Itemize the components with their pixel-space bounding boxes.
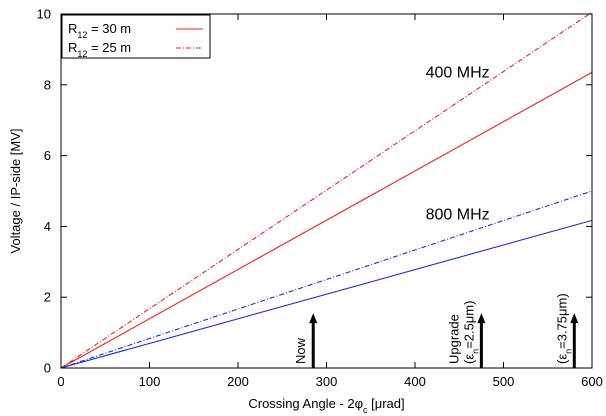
x-axis-label: Crossing Angle - 2φc [μrad] <box>248 396 404 415</box>
x-tick-label: 400 <box>404 374 426 389</box>
x-tick-label: 200 <box>227 374 249 389</box>
series-line-800-mhz-dashdot <box>60 190 593 369</box>
x-tick-label: 0 <box>57 374 64 389</box>
series-group <box>60 11 593 369</box>
y-tick-label: 6 <box>44 148 51 163</box>
legend-box <box>61 14 211 59</box>
x-tick-label: 100 <box>139 374 161 389</box>
x-tick-label: 300 <box>316 374 338 389</box>
marker-arrow-head <box>309 313 318 324</box>
x-tick-label: 600 <box>581 374 603 389</box>
y-tick-label: 10 <box>37 7 51 22</box>
legend-label: R12 = 30 m <box>68 21 131 40</box>
y-tick-label: 0 <box>44 361 51 376</box>
plot-frame <box>60 13 593 369</box>
marker-label: Upgrade <box>446 314 461 364</box>
markers-group: Now Upgrade (εn=2.5μm) (εn=3.75μm) <box>293 293 579 368</box>
marker-label: (εn=3.75μm) <box>554 293 573 364</box>
x-tick-label: 500 <box>493 374 515 389</box>
marker-arrow-head <box>570 313 579 324</box>
marker-label: (εn=2.5μm) <box>461 301 480 364</box>
marker-arrow-head <box>477 313 486 324</box>
y-tick-label: 4 <box>44 219 51 234</box>
y-axis-label: Voltage / IP-side [MV] <box>8 128 23 253</box>
ticks-group: 0 100 200 300 400 500 600 0 2 4 6 8 10 <box>37 7 603 390</box>
y-tick-label: 8 <box>44 77 51 92</box>
frequency-annotation: 800 MHz <box>426 206 490 223</box>
series-line-400-mhz-dashdot <box>60 11 593 369</box>
legend-label: R12 = 25 m <box>68 40 131 59</box>
series-line-800-mhz-solid <box>60 219 593 369</box>
marker-label: Now <box>293 337 308 364</box>
annotations-group: 400 MHz 800 MHz <box>426 65 490 224</box>
y-tick-label: 2 <box>44 290 51 305</box>
frequency-annotation: 400 MHz <box>426 65 490 82</box>
series-line-400-mhz-solid <box>60 71 593 369</box>
